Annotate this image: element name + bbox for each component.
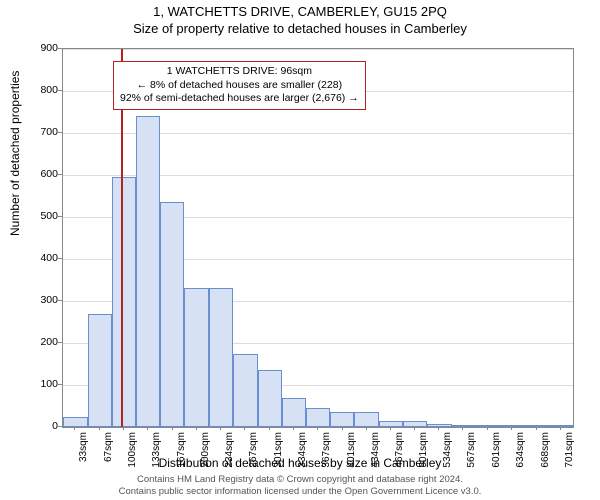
histogram-bar	[548, 425, 573, 427]
x-tick	[536, 426, 537, 430]
chart-container: 1, WATCHETTS DRIVE, CAMBERLEY, GU15 2PQ …	[0, 0, 600, 500]
x-tick	[511, 426, 512, 430]
histogram-bar	[354, 412, 379, 427]
x-tick	[414, 426, 415, 430]
y-tick-label: 200	[28, 336, 58, 348]
y-tick-label: 0	[28, 420, 58, 432]
histogram-bar	[452, 425, 476, 427]
histogram-bar	[258, 370, 282, 427]
title-sub: Size of property relative to detached ho…	[0, 19, 600, 36]
footer-line-2: Contains public sector information licen…	[0, 486, 600, 498]
histogram-bar	[209, 288, 233, 427]
y-tick-label: 800	[28, 84, 58, 96]
x-tick	[244, 426, 245, 430]
x-tick	[317, 426, 318, 430]
histogram-bar	[306, 408, 330, 427]
footer-line-1: Contains HM Land Registry data © Crown c…	[0, 474, 600, 486]
y-tick-label: 300	[28, 294, 58, 306]
histogram-bar	[379, 421, 403, 427]
y-tick-label: 600	[28, 168, 58, 180]
y-tick	[58, 384, 62, 385]
y-tick	[58, 300, 62, 301]
x-tick	[123, 426, 124, 430]
annotation-line: ← 8% of detached houses are smaller (228…	[120, 79, 359, 93]
x-tick	[147, 426, 148, 430]
title-main: 1, WATCHETTS DRIVE, CAMBERLEY, GU15 2PQ	[0, 0, 600, 19]
x-tick	[196, 426, 197, 430]
x-tick	[74, 426, 75, 430]
histogram-bar	[63, 417, 88, 428]
histogram-bar	[330, 412, 354, 427]
y-tick-label: 400	[28, 252, 58, 264]
histogram-bar	[184, 288, 209, 427]
x-tick	[462, 426, 463, 430]
y-tick-label: 100	[28, 378, 58, 390]
y-tick-label: 900	[28, 42, 58, 54]
x-tick	[269, 426, 270, 430]
y-tick	[58, 90, 62, 91]
x-axis-label: Distribution of detached houses by size …	[0, 456, 600, 470]
gridline	[63, 49, 573, 50]
x-tick	[438, 426, 439, 430]
y-tick	[58, 216, 62, 217]
y-tick-label: 500	[28, 210, 58, 222]
histogram-bar	[160, 202, 184, 427]
histogram-bar	[500, 425, 524, 427]
x-tick	[99, 426, 100, 430]
x-tick	[366, 426, 367, 430]
x-tick	[172, 426, 173, 430]
annotation-box: 1 WATCHETTS DRIVE: 96sqm← 8% of detached…	[113, 61, 366, 110]
y-tick	[58, 426, 62, 427]
x-tick	[342, 426, 343, 430]
y-tick	[58, 258, 62, 259]
annotation-line: 92% of semi-detached houses are larger (…	[120, 92, 359, 106]
y-tick	[58, 174, 62, 175]
chart-plot-area: 1 WATCHETTS DRIVE: 96sqm← 8% of detached…	[62, 48, 574, 428]
footer-attribution: Contains HM Land Registry data © Crown c…	[0, 474, 600, 498]
x-tick	[293, 426, 294, 430]
histogram-bar	[427, 424, 452, 427]
histogram-bar	[112, 177, 137, 427]
y-tick	[58, 132, 62, 133]
y-tick-label: 700	[28, 126, 58, 138]
x-tick	[487, 426, 488, 430]
x-tick	[220, 426, 221, 430]
histogram-bar	[233, 354, 258, 428]
y-axis-label: Number of detached properties	[8, 71, 22, 236]
y-tick	[58, 342, 62, 343]
histogram-bar	[282, 398, 307, 427]
histogram-bar	[88, 314, 112, 427]
histogram-bar	[136, 116, 160, 427]
y-tick	[58, 48, 62, 49]
annotation-line: 1 WATCHETTS DRIVE: 96sqm	[120, 65, 359, 79]
x-tick	[390, 426, 391, 430]
x-tick	[560, 426, 561, 430]
